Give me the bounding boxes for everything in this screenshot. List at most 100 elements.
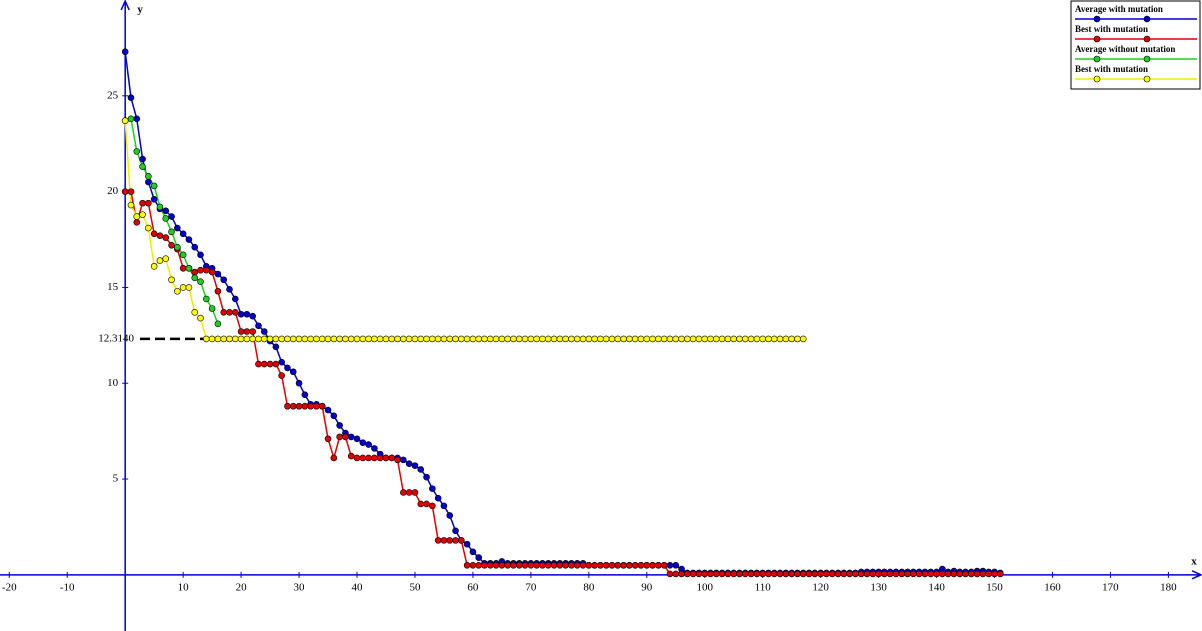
point <box>637 561 645 569</box>
point <box>295 402 303 410</box>
point <box>747 570 755 578</box>
point <box>626 561 633 569</box>
x-tick-label: 150 <box>986 581 1003 593</box>
point <box>255 322 262 330</box>
point <box>405 489 413 496</box>
point <box>324 435 332 443</box>
point <box>608 335 616 343</box>
point <box>487 335 494 343</box>
annotation-label: 12.3140 <box>98 332 134 344</box>
point <box>400 489 407 496</box>
point <box>185 236 193 243</box>
point <box>150 263 158 270</box>
point <box>469 561 477 569</box>
point <box>342 433 349 441</box>
point <box>197 251 204 259</box>
point <box>475 335 483 343</box>
x-tick-label: 140 <box>928 581 945 593</box>
point <box>156 203 164 211</box>
point <box>452 335 459 343</box>
point <box>782 335 790 343</box>
point <box>168 241 175 249</box>
point <box>556 335 564 343</box>
point <box>307 402 314 410</box>
point <box>799 570 807 578</box>
point <box>208 335 216 343</box>
point <box>371 335 378 343</box>
point <box>417 466 425 473</box>
point <box>388 454 396 462</box>
legend-marker <box>1143 55 1151 63</box>
point <box>336 335 343 343</box>
point <box>162 207 170 215</box>
point <box>295 379 303 387</box>
point <box>921 570 929 578</box>
x-tick-label: 30 <box>294 581 306 593</box>
point <box>127 94 135 102</box>
point <box>788 335 795 343</box>
point <box>817 570 824 578</box>
point <box>237 328 245 335</box>
point <box>405 335 413 343</box>
point <box>359 439 367 446</box>
point <box>573 561 581 569</box>
point <box>127 188 135 195</box>
legend-label: Best with mutation <box>1075 24 1148 34</box>
legend-box <box>1070 0 1201 90</box>
point <box>423 335 430 343</box>
x-tick-label: -20 <box>2 581 17 593</box>
point <box>591 561 598 569</box>
point <box>602 335 610 343</box>
point <box>823 570 830 578</box>
point <box>145 178 152 186</box>
point <box>515 335 523 343</box>
point <box>626 335 633 343</box>
point <box>231 309 239 316</box>
point <box>174 224 181 232</box>
legend-marker <box>1093 55 1101 63</box>
point <box>695 335 703 343</box>
point <box>307 335 314 343</box>
point <box>910 570 917 578</box>
point <box>284 364 291 372</box>
point <box>492 335 500 343</box>
point <box>985 570 993 578</box>
point <box>556 561 564 569</box>
point <box>597 335 604 343</box>
y-tick-label: 10 <box>107 377 119 389</box>
point <box>266 335 274 343</box>
point <box>799 335 807 343</box>
point <box>684 335 691 343</box>
point <box>237 310 245 318</box>
legend: Average with mutation Best with mutation A… <box>1070 0 1201 90</box>
point <box>875 570 882 578</box>
point <box>562 335 569 343</box>
point <box>330 412 338 420</box>
point <box>197 314 204 322</box>
point <box>707 335 714 343</box>
point <box>898 570 906 578</box>
point <box>997 570 1004 578</box>
point <box>434 335 442 343</box>
point <box>568 335 575 343</box>
point <box>481 561 488 569</box>
point <box>324 335 332 343</box>
point <box>759 570 766 578</box>
point <box>713 335 720 343</box>
point <box>660 335 668 343</box>
point <box>145 199 152 207</box>
point <box>539 335 546 343</box>
point <box>249 335 256 343</box>
point <box>979 570 987 578</box>
point <box>666 335 674 343</box>
series-line <box>124 51 1001 574</box>
legend-marker <box>1093 15 1101 23</box>
point <box>162 255 170 262</box>
point <box>991 570 998 578</box>
point <box>313 402 320 410</box>
point <box>220 276 228 284</box>
point <box>742 570 749 578</box>
point <box>394 456 401 464</box>
point <box>429 485 436 492</box>
